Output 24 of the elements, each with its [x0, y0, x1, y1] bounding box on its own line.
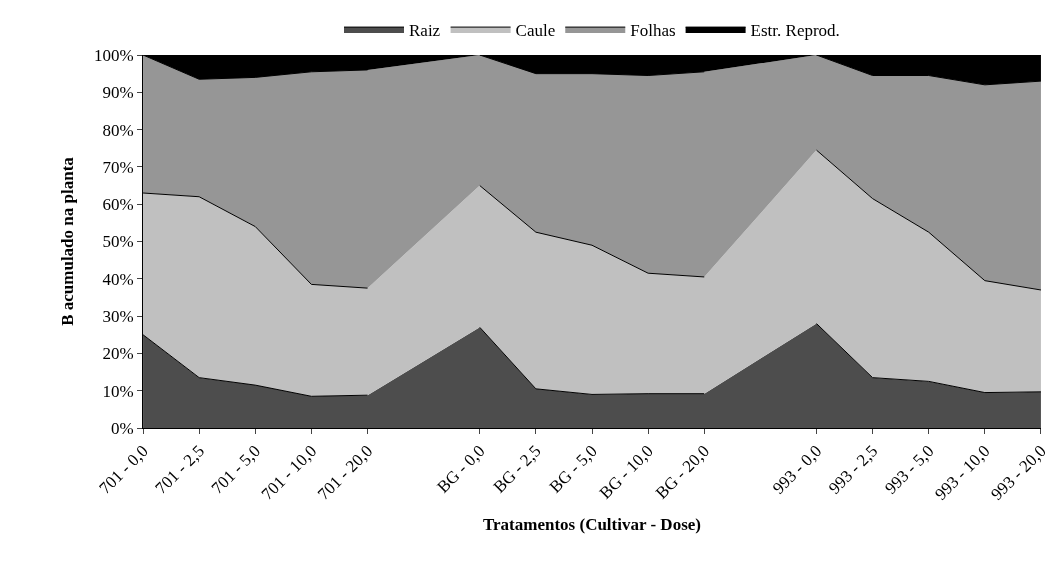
legend-label: Caule	[515, 20, 556, 40]
y-tick-label: 100%	[93, 45, 134, 65]
x-axis-title: Tratamentos (Cultivar - Dose)	[483, 515, 701, 535]
y-tick-label: 60%	[102, 195, 134, 215]
y-tick-label: 40%	[102, 269, 134, 289]
x-tick-label: 701 - 2,5	[151, 441, 209, 498]
x-tick-label: 701 - 0,0	[95, 441, 152, 498]
y-tick-label: 10%	[102, 381, 134, 401]
y-tick-label: 30%	[102, 307, 134, 327]
y-tick-label: 70%	[102, 157, 134, 177]
legend-label: Estr. Reprod.	[750, 20, 840, 40]
x-tick-label: BG - 0,0	[433, 441, 489, 497]
y-tick-label: 80%	[102, 120, 134, 140]
x-tick-label: 993 - 0,0	[768, 441, 826, 498]
y-tick-label: 20%	[102, 344, 134, 364]
y-axis-title: B acumulado na planta	[58, 156, 78, 326]
y-tick-label: 50%	[102, 232, 134, 252]
x-tick-label: BG - 2,5	[489, 441, 545, 497]
y-tick-label: 0%	[110, 418, 134, 438]
legend-label: Folhas	[630, 20, 676, 40]
x-tick-label: 993 - 2,5	[824, 441, 882, 498]
legend-label: Raiz	[409, 20, 441, 40]
y-tick-label: 90%	[102, 83, 134, 103]
x-tick-label: BG - 20,0	[651, 441, 714, 503]
